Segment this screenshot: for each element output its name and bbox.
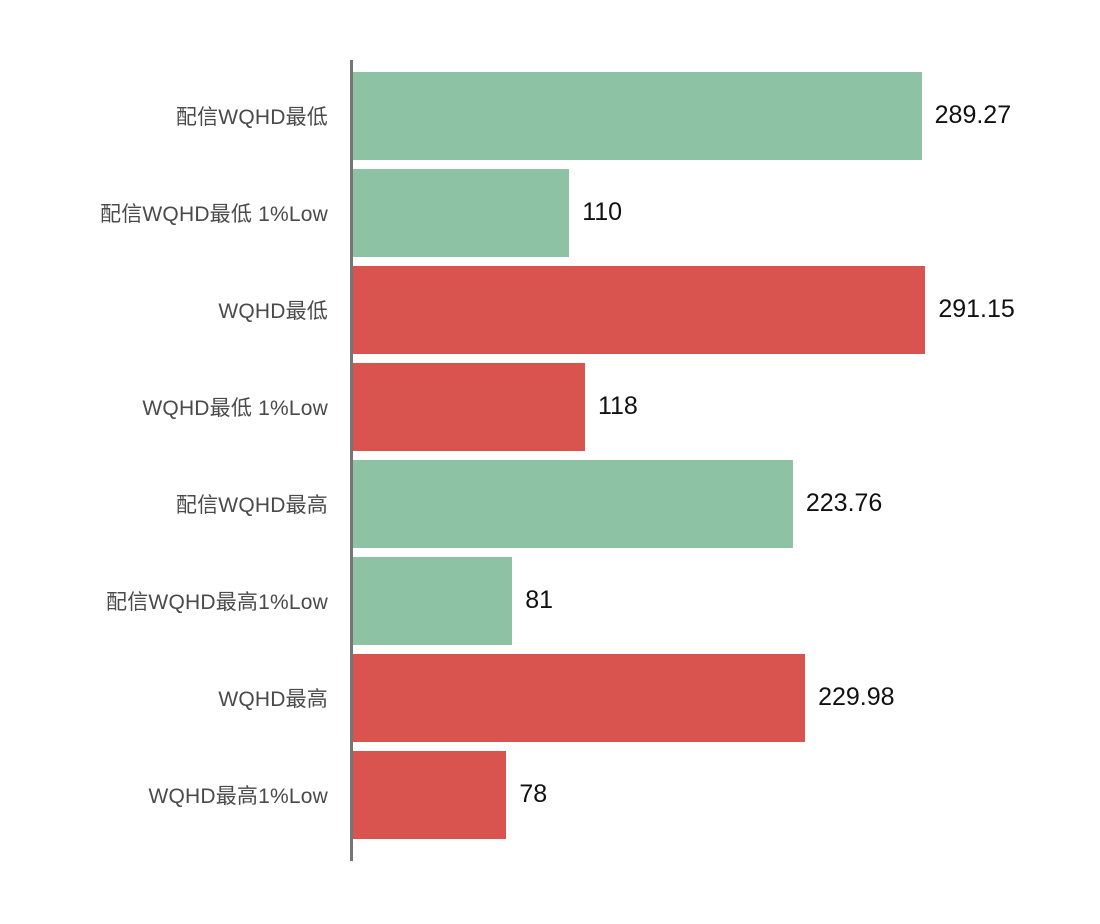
bar: [353, 653, 806, 742]
bar-area: 118: [353, 358, 1100, 455]
bar: [353, 750, 507, 839]
bar-area: 229.98: [353, 649, 1100, 746]
value-label: 291.15: [938, 295, 1015, 323]
category-label: 配信WQHD最高1%Low: [106, 590, 328, 614]
category-label: WQHD最高1%Low: [148, 784, 328, 808]
chart-row: 配信WQHD最高1%Low 81: [0, 552, 1100, 649]
chart-row: WQHD最高 229.98: [0, 649, 1100, 746]
category-label: 配信WQHD最低 1%Low: [100, 202, 328, 226]
bar: [353, 362, 585, 451]
bar: [353, 556, 513, 645]
bar: [353, 168, 570, 257]
bar: [353, 459, 793, 548]
value-label: 229.98: [818, 683, 895, 711]
chart-rows: 配信WQHD最低 289.27 配信WQHD最低 1%Low 110 WQHD最低 291…: [0, 67, 1100, 843]
bar-area: 110: [353, 164, 1100, 261]
value-label: 289.27: [934, 101, 1012, 129]
value-label: 78: [519, 780, 548, 808]
category-label: WQHD最低 1%Low: [142, 396, 328, 420]
category-label: 配信WQHD最高: [175, 493, 328, 517]
bar: [353, 265, 926, 354]
category-label: WQHD最低: [218, 299, 328, 323]
chart-row: 配信WQHD最低 1%Low 110: [0, 164, 1100, 261]
y-axis-line: [350, 60, 353, 861]
chart-row: 配信WQHD最高 223.76: [0, 455, 1100, 552]
value-label: 118: [597, 392, 638, 420]
bar-area: 81: [353, 552, 1100, 649]
bar: [353, 71, 922, 160]
bar-area: 289.27: [353, 67, 1100, 164]
bar-area: 78: [353, 746, 1100, 843]
category-label: 配信WQHD最低: [175, 105, 328, 129]
chart-row: WQHD最低 1%Low 118: [0, 358, 1100, 455]
value-label: 110: [582, 198, 623, 226]
chart-row: WQHD最高1%Low 78: [0, 746, 1100, 843]
value-label: 81: [525, 586, 554, 614]
category-label: WQHD最高: [218, 687, 328, 711]
bar-area: 291.15: [353, 261, 1100, 358]
value-label: 223.76: [805, 489, 883, 517]
bar-area: 223.76: [353, 455, 1100, 552]
chart-row: WQHD最低 291.15: [0, 261, 1100, 358]
chart-row: 配信WQHD最低 289.27: [0, 67, 1100, 164]
